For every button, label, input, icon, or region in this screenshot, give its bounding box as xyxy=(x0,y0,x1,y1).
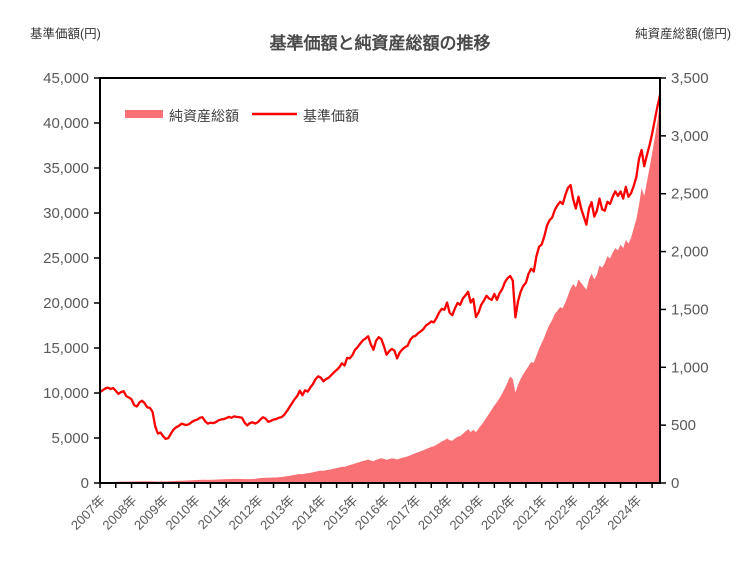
x-axis-tick-label: 2012年 xyxy=(226,493,266,533)
x-axis-tick-label: 2023年 xyxy=(573,493,613,533)
right-axis-tick-label: 1,000 xyxy=(671,359,709,376)
left-axis-tick-label: 10,000 xyxy=(43,385,89,402)
x-axis-tick-label: 2016年 xyxy=(352,493,392,533)
x-axis-tick-label: 2015年 xyxy=(320,493,360,533)
left-axis-tick-label: 30,000 xyxy=(43,205,89,222)
left-axis-tick-label: 35,000 xyxy=(43,160,89,177)
nav-legend-label: 基準価額 xyxy=(303,108,359,124)
x-axis-tick-label: 2014年 xyxy=(289,493,329,533)
left-axis-tick-label: 5,000 xyxy=(51,430,89,447)
left-axis-tick-label: 40,000 xyxy=(43,115,89,132)
right-axis-tick-label: 2,500 xyxy=(671,186,709,203)
x-axis-tick-label: 2022年 xyxy=(541,493,581,533)
x-axis-tick-label: 2019年 xyxy=(446,493,486,533)
x-axis-tick-label: 2010年 xyxy=(163,493,203,533)
assets-area-series xyxy=(100,101,660,483)
x-axis-tick-label: 2024年 xyxy=(604,493,644,533)
left-axis-tick-label: 20,000 xyxy=(43,295,89,312)
plot-border xyxy=(99,77,661,484)
left-axis-tick-label: 45,000 xyxy=(43,70,89,87)
x-axis-tick-label: 2017年 xyxy=(383,493,423,533)
legend: 純資産総額 基準価額 xyxy=(125,108,359,124)
x-axis-tick-label: 2021年 xyxy=(510,493,550,533)
right-axis-tick-label: 500 xyxy=(671,417,696,434)
plot-area: 0 5,000 10,000 15,000 20,000 25,000 30,000 35,0… xyxy=(43,70,708,533)
right-axis-tick-label: 0 xyxy=(671,475,679,492)
chart-title: 基準価額と純資産総額の推移 xyxy=(269,33,491,53)
left-axis-tick-label: 0 xyxy=(81,475,89,492)
x-axis-tick-label: 2020年 xyxy=(478,493,518,533)
left-axis-title: 基準価額(円) xyxy=(30,26,101,41)
x-axis-tick-label: 2013年 xyxy=(257,493,297,533)
left-axis-tick-label: 15,000 xyxy=(43,340,89,357)
assets-legend-label: 純資産総額 xyxy=(169,108,239,124)
right-axis-tick-label: 2,000 xyxy=(671,244,709,261)
left-axis-tick-label: 25,000 xyxy=(43,250,89,267)
nav-line-series xyxy=(98,93,662,441)
assets-legend-swatch xyxy=(125,110,163,118)
x-axis-tick-label: 2007年 xyxy=(68,493,108,533)
right-axis-tick-label: 3,500 xyxy=(671,70,709,87)
right-axis-tick-label: 1,500 xyxy=(671,301,709,318)
right-axis-title: 純資産総額(億円) xyxy=(635,26,731,41)
x-axis-tick-label: 2018年 xyxy=(415,493,455,533)
x-axis-tick-label: 2008年 xyxy=(99,493,139,533)
x-axis-tick-label: 2009年 xyxy=(131,493,171,533)
right-axis-tick-label: 3,000 xyxy=(671,128,709,145)
